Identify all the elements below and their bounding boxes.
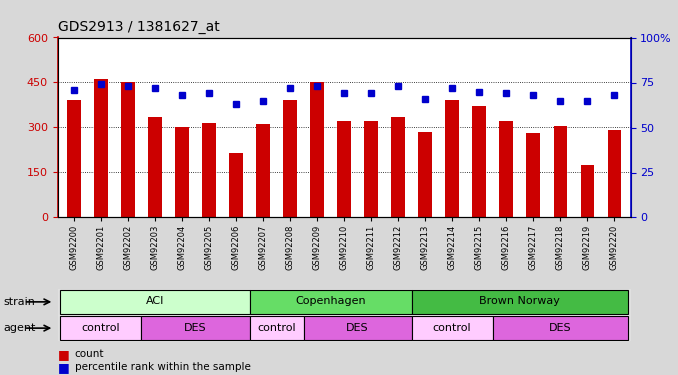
- Text: strain: strain: [3, 297, 35, 307]
- Bar: [418, 132, 432, 218]
- Bar: [60, 316, 142, 340]
- Text: DES: DES: [346, 322, 369, 333]
- Text: count: count: [75, 350, 104, 359]
- Bar: [445, 100, 459, 218]
- Text: control: control: [81, 322, 120, 333]
- Bar: [94, 80, 108, 218]
- Bar: [175, 128, 188, 218]
- Bar: [283, 100, 297, 218]
- Bar: [311, 82, 324, 218]
- Bar: [607, 130, 621, 218]
- Bar: [121, 82, 135, 218]
- Bar: [229, 153, 243, 218]
- Bar: [304, 316, 412, 340]
- Text: ■: ■: [58, 348, 69, 361]
- Bar: [553, 126, 567, 218]
- Text: percentile rank within the sample: percentile rank within the sample: [75, 363, 250, 372]
- Bar: [412, 290, 628, 314]
- Bar: [202, 123, 216, 218]
- Bar: [338, 122, 351, 218]
- Text: ■: ■: [58, 361, 69, 374]
- Text: Copenhagen: Copenhagen: [295, 296, 366, 306]
- Bar: [148, 117, 161, 218]
- Text: DES: DES: [184, 322, 207, 333]
- Bar: [250, 316, 304, 340]
- Text: DES: DES: [549, 322, 572, 333]
- Bar: [493, 316, 628, 340]
- Bar: [67, 100, 81, 218]
- Text: Brown Norway: Brown Norway: [479, 296, 560, 306]
- Bar: [391, 117, 405, 218]
- Text: control: control: [257, 322, 296, 333]
- Text: ACI: ACI: [146, 296, 164, 306]
- Bar: [527, 134, 540, 218]
- Bar: [580, 165, 594, 218]
- Text: agent: agent: [3, 323, 36, 333]
- Bar: [412, 316, 493, 340]
- Bar: [250, 290, 412, 314]
- Bar: [500, 122, 513, 218]
- Bar: [364, 122, 378, 218]
- Bar: [473, 106, 486, 218]
- Bar: [142, 316, 250, 340]
- Bar: [60, 290, 250, 314]
- Text: control: control: [433, 322, 471, 333]
- Bar: [256, 124, 270, 217]
- Text: GDS2913 / 1381627_at: GDS2913 / 1381627_at: [58, 20, 220, 34]
